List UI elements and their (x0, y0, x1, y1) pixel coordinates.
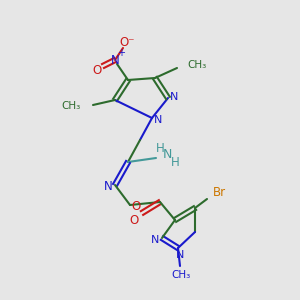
Text: N: N (151, 235, 159, 245)
Text: O: O (129, 214, 139, 226)
Text: Br: Br (212, 185, 226, 199)
Text: CH₃: CH₃ (62, 101, 81, 111)
Text: H: H (171, 155, 179, 169)
Text: N: N (170, 92, 178, 102)
Text: CH₃: CH₃ (171, 270, 190, 280)
Text: O⁻: O⁻ (119, 35, 135, 49)
Text: H: H (156, 142, 164, 154)
Text: N: N (176, 250, 184, 260)
Text: N: N (103, 179, 112, 193)
Text: +: + (117, 48, 125, 58)
Text: N: N (111, 53, 119, 67)
Text: O: O (92, 64, 102, 76)
Text: O: O (131, 200, 141, 214)
Text: CH₃: CH₃ (187, 60, 206, 70)
Text: N: N (154, 115, 162, 125)
Text: N: N (162, 148, 172, 161)
